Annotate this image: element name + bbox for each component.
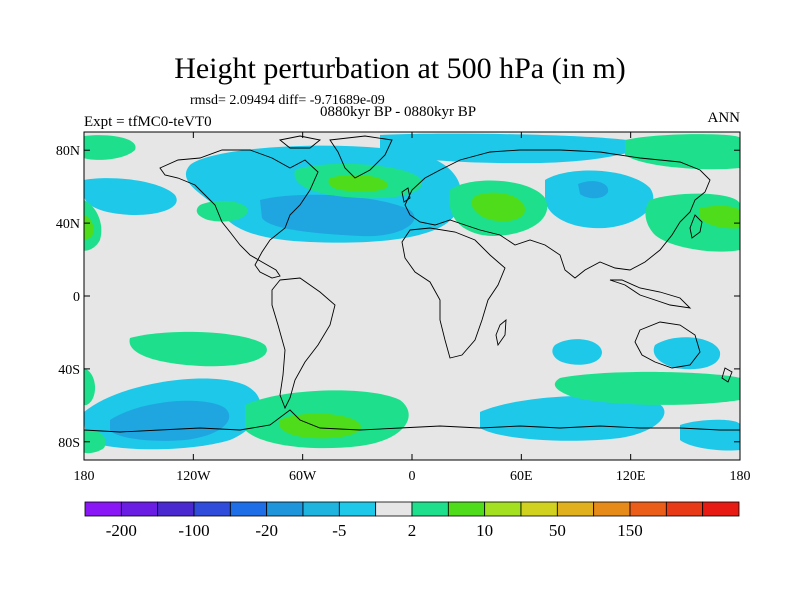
- colorbar-box: [556, 501, 595, 517]
- period-text: 0880kyr BP - 0880kyr BP: [320, 104, 477, 120]
- coast-british-isles: [401, 187, 411, 203]
- lat-tick-label: 80N: [56, 144, 80, 159]
- colorbar-label: -100: [178, 521, 209, 540]
- coast-greenland: [329, 135, 393, 179]
- contour-neg-north-america-core: [260, 194, 415, 237]
- stats-text: rmsd= 2.09494 diff= -9.71689e-09: [190, 93, 385, 108]
- lon-tick-label: 120W: [176, 469, 211, 484]
- contour-pos-pacific-small: [196, 200, 248, 222]
- lon-tick-label: 180: [730, 469, 751, 484]
- coast-japan: [689, 214, 703, 239]
- lat-tick-label: 40S: [58, 363, 80, 378]
- colorbar-label: 10: [476, 521, 493, 540]
- lat-tick-label: 40N: [56, 217, 80, 232]
- contour-neg-pacific-north: [84, 178, 177, 216]
- colorbar-label: 150: [617, 521, 643, 540]
- contour-pos-west-edge-core: [84, 215, 94, 240]
- contour-neg-southern-ocean-east: [480, 395, 665, 441]
- contour-neg-arctic: [380, 133, 643, 164]
- colorbar-box: [411, 501, 449, 517]
- contour-neg-asia: [545, 170, 654, 229]
- coast-madagascar: [495, 318, 507, 347]
- colorbar-label: -200: [106, 521, 137, 540]
- colorbar-box: [338, 501, 377, 517]
- lat-tick-label: 80S: [58, 436, 80, 451]
- colorbar-box: [120, 501, 159, 517]
- contour-pos-south-pacific-band: [129, 331, 267, 367]
- colorbar-box: [193, 501, 231, 517]
- coastlines: [84, 135, 740, 433]
- lat-tick-label: 0: [73, 290, 80, 305]
- coast-antarctica: [84, 409, 740, 433]
- colorbar-box: [302, 501, 340, 517]
- coast-south-america: [271, 277, 336, 410]
- colorbar-box: [447, 501, 486, 517]
- colorbar-label: -5: [332, 521, 346, 540]
- season-label: ANN: [707, 110, 741, 126]
- coast-eurasia: [404, 149, 711, 279]
- chart-title: Height perturbation at 500 hPa (in m): [174, 52, 626, 85]
- contour-pos-west-south: [84, 368, 96, 406]
- colorbar-label: -20: [255, 521, 278, 540]
- colorbar-box: [629, 501, 667, 517]
- coast-southeast-asia: [609, 279, 692, 309]
- lon-tick-label: 60E: [510, 469, 533, 484]
- colorbar-box: [665, 501, 704, 517]
- coast-arctic-islands: [278, 135, 322, 149]
- colorbar-box: [484, 501, 522, 517]
- colorbar: -200 -100 -20 -5 2 10 50 150: [84, 501, 740, 540]
- latitude-axis: 80N 40N 0 40S 80S: [56, 144, 740, 451]
- contour-neg-australia: [653, 337, 721, 370]
- contour-pos-south-indian: [554, 371, 740, 405]
- coast-new-zealand: [721, 367, 733, 383]
- colorbar-label: 2: [408, 521, 417, 540]
- colorbar-label: 50: [549, 521, 566, 540]
- experiment-label: Expt = tfMC0-teVT0: [84, 114, 212, 130]
- lon-tick-label: 120E: [616, 469, 646, 484]
- contour-fields: [84, 133, 740, 454]
- colorbar-box: [520, 501, 558, 517]
- colorbar-box: [593, 501, 631, 517]
- contour-pos-europe-core: [471, 192, 525, 222]
- colorbar-box: [266, 501, 304, 517]
- coast-africa: [401, 227, 506, 359]
- colorbar-box: [84, 501, 122, 517]
- colorbar-box: [157, 501, 195, 517]
- contour-pos-antarctic-west: [84, 429, 106, 454]
- colorbar-box: [702, 501, 740, 517]
- colorbar-box: [375, 501, 413, 517]
- contour-pos-arctic-west: [84, 135, 136, 160]
- contour-neg-indian-ocean: [552, 339, 602, 365]
- contour-pos-north-atlantic-core: [328, 174, 388, 192]
- coast-north-america: [159, 149, 319, 279]
- contour-pos-east-asia-core: [700, 205, 740, 229]
- longitude-axis: 180 120W 60W 0 60E 120E 180: [74, 132, 751, 484]
- contour-neg-antarctic-east: [680, 419, 740, 451]
- colorbar-box: [229, 501, 268, 517]
- lon-tick-label: 180: [74, 469, 95, 484]
- coast-australia: [634, 321, 701, 369]
- lon-tick-label: 0: [409, 469, 416, 484]
- contour-pos-arctic-east: [625, 134, 740, 170]
- contour-neg-asia-core: [578, 181, 609, 199]
- lon-tick-label: 60W: [289, 469, 317, 484]
